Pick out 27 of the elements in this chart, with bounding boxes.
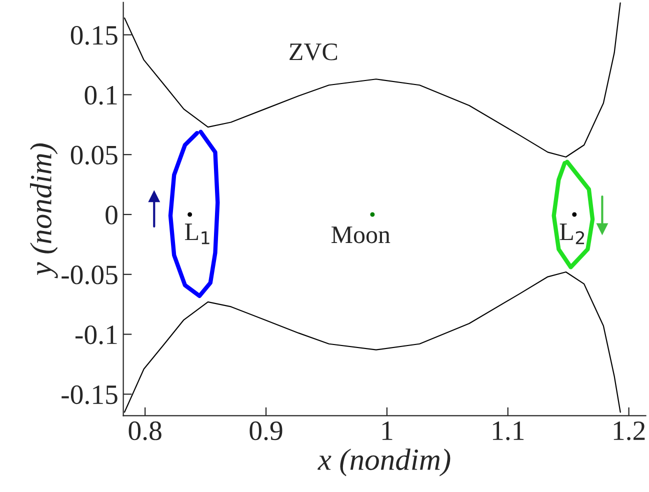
x-tick-label: 0.8 — [128, 421, 162, 440]
x-tick-label: 0.9 — [250, 421, 282, 440]
point — [572, 212, 577, 217]
y-tick-label: -0.05 — [62, 266, 118, 284]
y-tick-label: 0 — [106, 206, 118, 224]
line-series — [168, 130, 220, 298]
y-tick-label: 0.15 — [70, 26, 118, 45]
point — [188, 212, 192, 217]
x-axis-title: x (nondim) — [318, 448, 450, 476]
y-tick-label: 0.05 — [70, 146, 118, 165]
x-tick-label: 1 — [382, 422, 392, 440]
annotation: Moon — [331, 226, 390, 244]
line-series — [124, 271, 621, 413]
y-tick-label: -0.15 — [62, 385, 118, 404]
point — [596, 223, 608, 234]
line-series — [552, 160, 595, 270]
y-tick-label: 0.1 — [84, 86, 117, 105]
annotation: L$_{1}$ — [184, 224, 210, 244]
x-tick-label: 1.2 — [614, 421, 645, 440]
point — [148, 190, 160, 202]
y-axis-title: y (nondim) — [30, 143, 58, 278]
y-tick-label: -0.1 — [76, 325, 117, 344]
x-tick-label: 1.1 — [492, 422, 524, 440]
line-series — [124, 2, 621, 158]
point — [370, 212, 375, 217]
annotation: L$_{2}$ — [560, 224, 584, 244]
annotation: ZVC — [290, 43, 338, 60]
